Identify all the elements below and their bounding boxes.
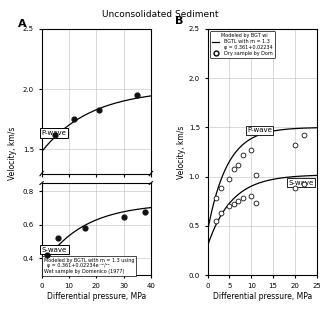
- Text: Modeled by BGTL with m = 1.3 using
  φ = 0.361+0.02234e⁻²ⁱ/²²
Wet sample by Dome: Modeled by BGTL with m = 1.3 using φ = 0…: [44, 258, 134, 274]
- Text: P-wave: P-wave: [42, 130, 67, 136]
- Text: S-wave: S-wave: [42, 247, 67, 253]
- Text: Velocity, km/s: Velocity, km/s: [8, 127, 17, 180]
- Text: B: B: [175, 16, 183, 26]
- Point: [143, 209, 148, 214]
- Point: [240, 152, 245, 157]
- Point: [72, 117, 77, 122]
- Point: [227, 204, 232, 209]
- Point: [55, 236, 60, 241]
- Point: [231, 202, 236, 207]
- X-axis label: Differential pressure, MPa: Differential pressure, MPa: [47, 292, 146, 300]
- Point: [121, 214, 126, 219]
- Y-axis label: Velocity, km/s: Velocity, km/s: [177, 125, 186, 179]
- Point: [44, 252, 50, 258]
- Point: [253, 201, 258, 206]
- Point: [214, 196, 219, 201]
- Legend: Modeled by BGT wi
  BGTL with m = 1.3
  φ = 0.361+0.02234,   Dry sample by Dom: Modeled by BGT wi BGTL with m = 1.3 φ = …: [210, 31, 275, 58]
- Point: [53, 132, 58, 138]
- Point: [236, 162, 241, 167]
- Point: [292, 142, 298, 148]
- Point: [218, 186, 223, 191]
- Text: Unconsolidated Sediment: Unconsolidated Sediment: [102, 10, 218, 19]
- X-axis label: Differential pressure, MPa: Differential pressure, MPa: [212, 292, 312, 300]
- Point: [218, 211, 223, 216]
- Point: [249, 194, 254, 199]
- Text: P-wave: P-wave: [247, 127, 272, 133]
- Point: [96, 107, 101, 112]
- Text: S-wave: S-wave: [288, 180, 314, 186]
- Point: [301, 181, 306, 186]
- Point: [253, 172, 258, 177]
- Point: [227, 176, 232, 181]
- Point: [240, 196, 245, 201]
- Point: [231, 166, 236, 171]
- Point: [249, 148, 254, 153]
- Point: [83, 226, 88, 231]
- Point: [292, 186, 298, 191]
- Text: A: A: [18, 19, 26, 29]
- Point: [214, 219, 219, 224]
- Point: [236, 199, 241, 204]
- Point: [135, 92, 140, 98]
- Point: [301, 133, 306, 138]
